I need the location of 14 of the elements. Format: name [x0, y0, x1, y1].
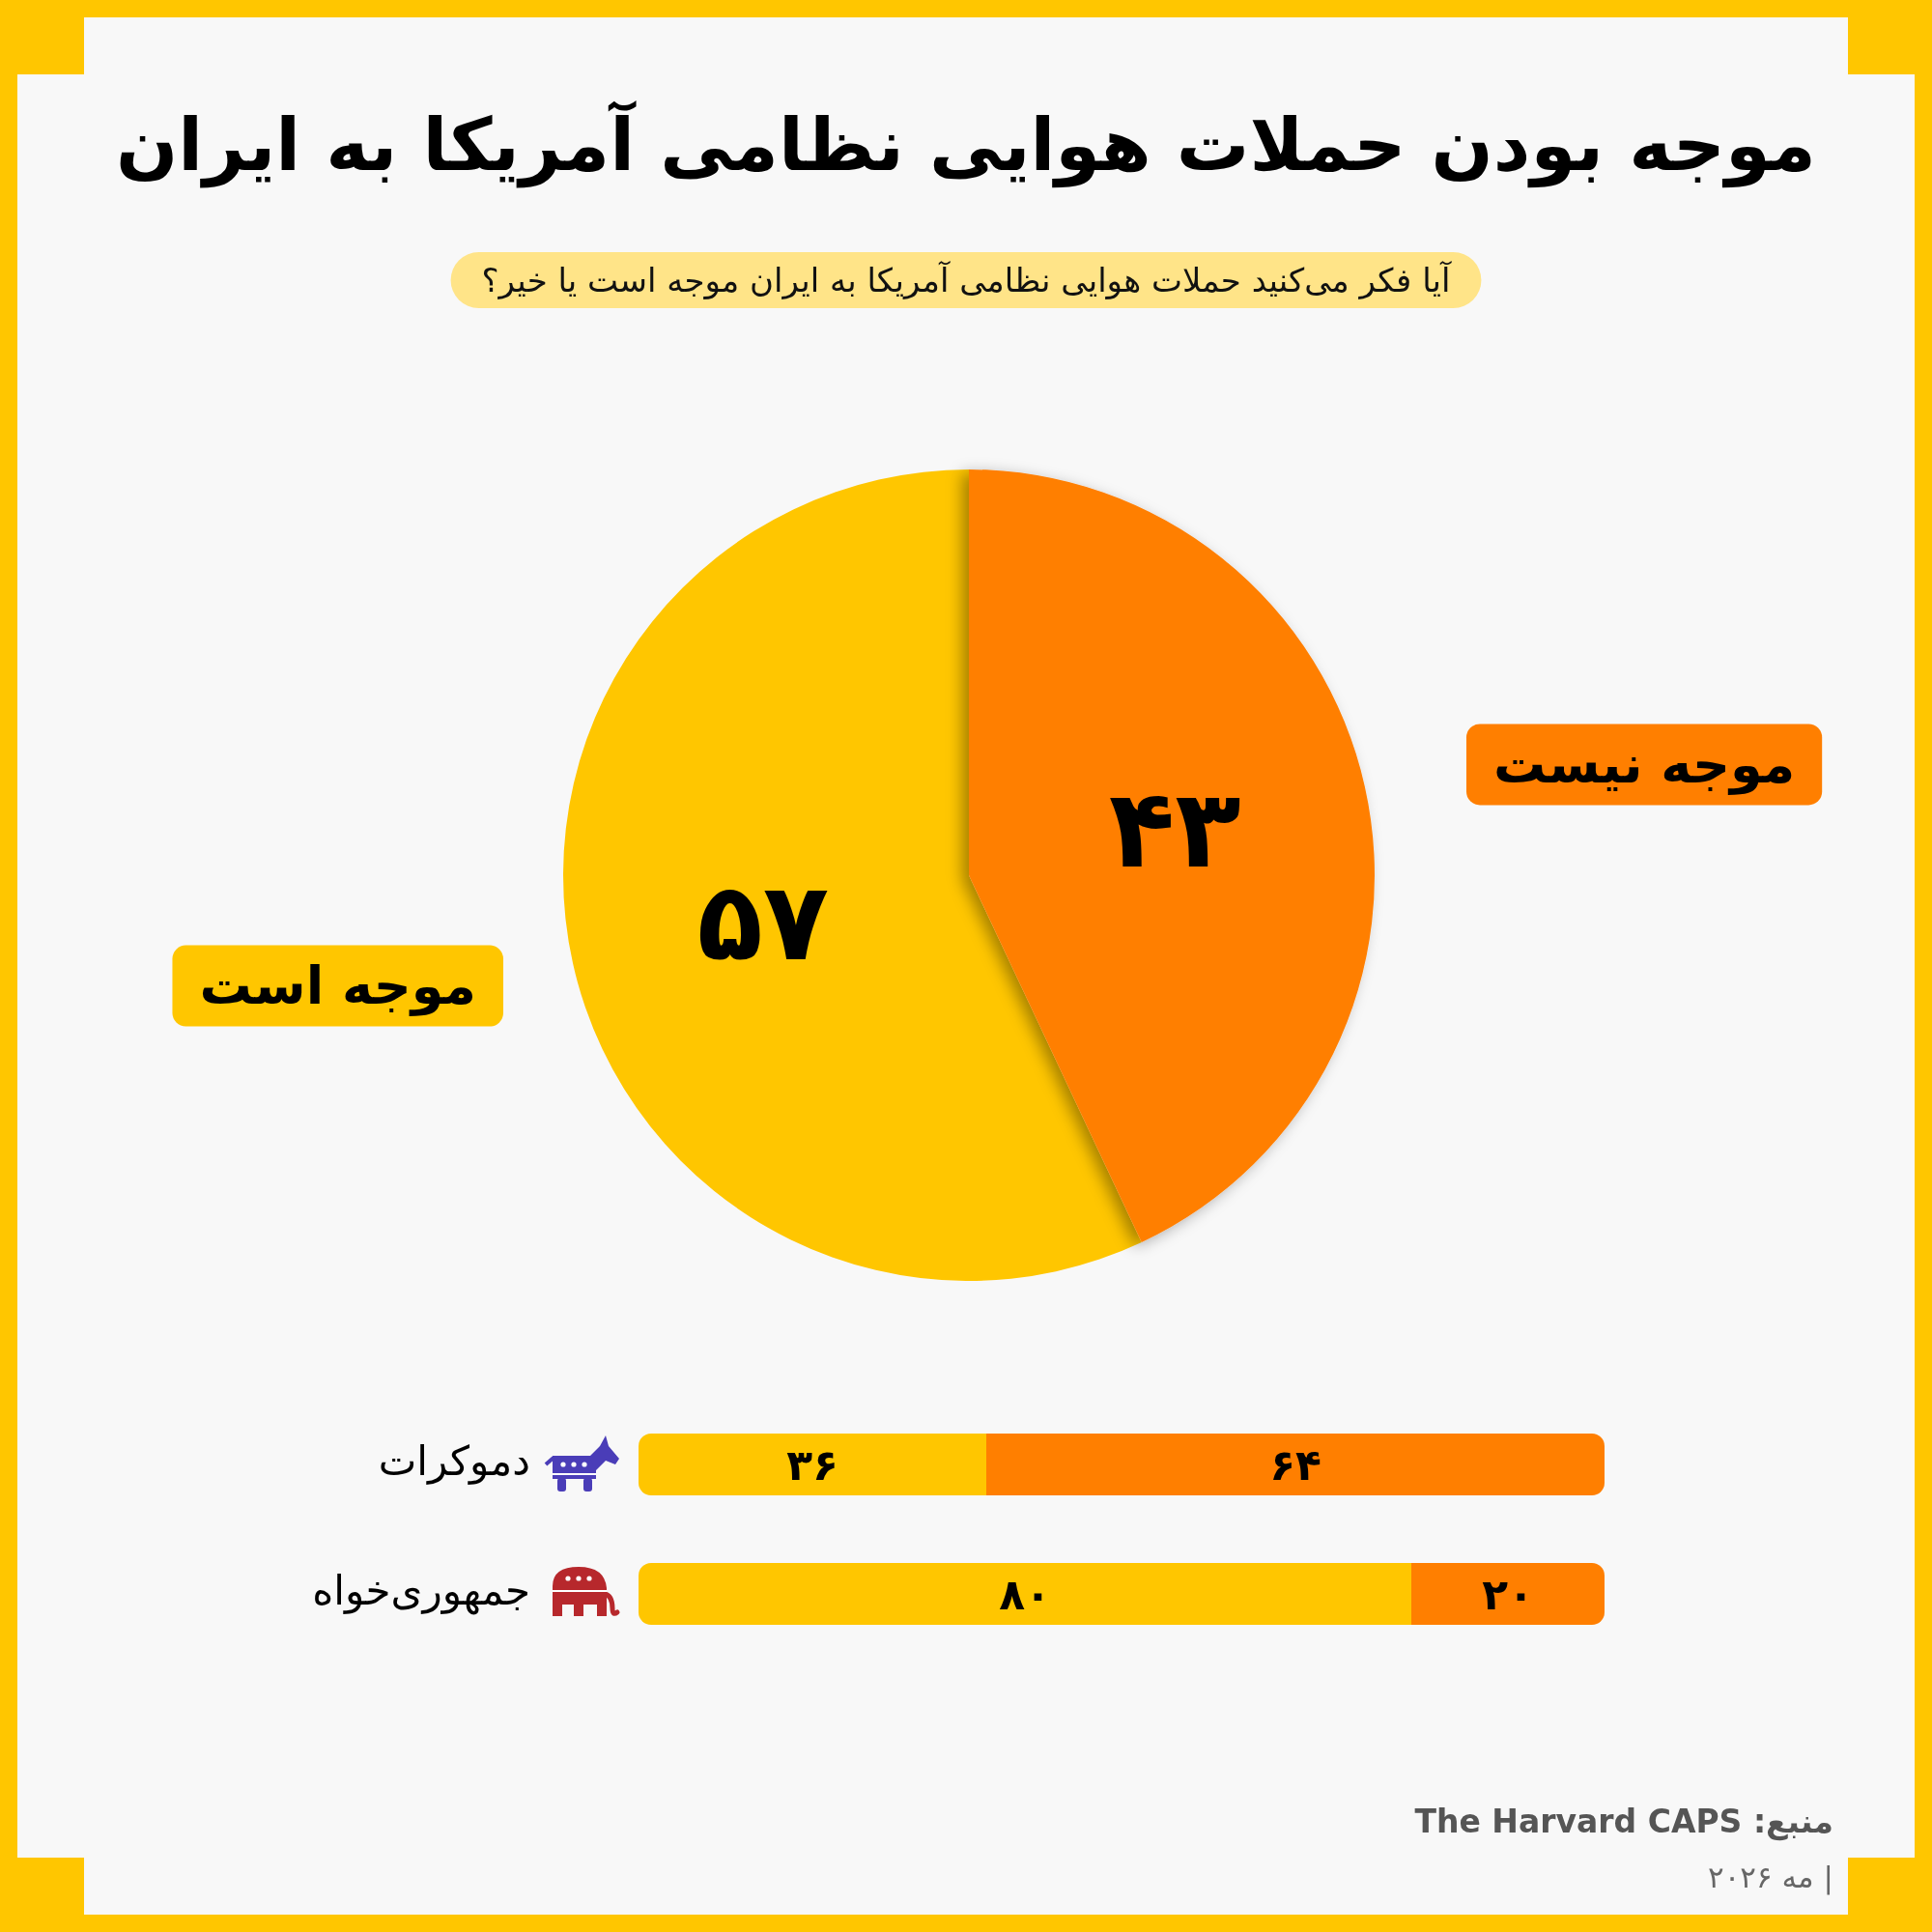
data-label: ۴۳: [1108, 766, 1241, 893]
chart-subtitle: آیا فکر می‌کنید حملات هوایی نظامی آمریکا به ایران موجه است یا خیر؟: [481, 261, 1452, 300]
data-label: ۵۷: [696, 858, 830, 984]
slice-label: موجه است: [199, 955, 476, 1017]
y-tick-label: دموکرات: [378, 1436, 530, 1485]
y-tick-label: جمهوری‌خواه: [312, 1566, 530, 1615]
text: منبع: The Harvard CAPS: [1414, 1802, 1833, 1841]
data-label: ۲۰: [1482, 1569, 1534, 1619]
slice-label: موجه نیست: [1493, 733, 1796, 795]
data-label: ۳۶: [786, 1439, 838, 1490]
data-label: ۶۴: [1269, 1439, 1321, 1490]
chart-title: موجه بودن حملات هوایی نظامی آمریکا به ایران: [116, 100, 1816, 188]
text: | مه ۲۰۲۶: [1708, 1860, 1833, 1895]
data-label: ۸۰: [999, 1569, 1051, 1619]
